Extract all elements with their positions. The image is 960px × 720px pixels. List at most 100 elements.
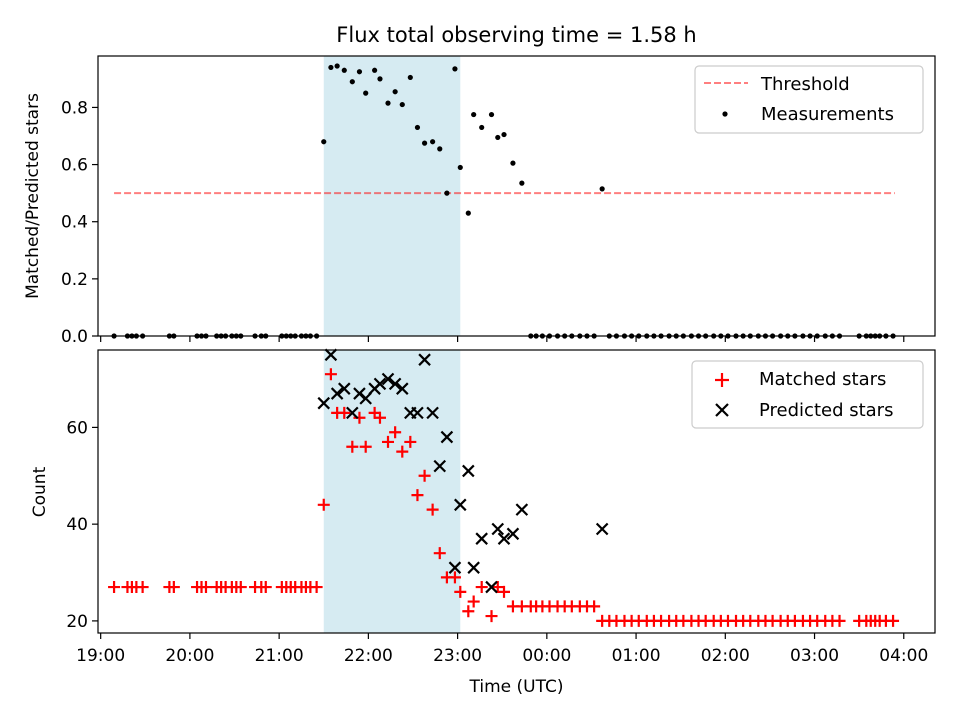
measurement-point <box>377 76 383 82</box>
bottom-legend: Matched stars Predicted stars <box>691 360 924 429</box>
measurement-point <box>510 160 516 166</box>
matched-star-point <box>491 581 504 594</box>
measurement-point <box>349 79 355 85</box>
bottom-y-tick-label: 40 <box>66 515 88 535</box>
predicted-star-point <box>433 459 447 473</box>
bottom-y-tick-label: 20 <box>66 612 88 632</box>
predicted-star-point <box>491 522 505 536</box>
top-y-axis-label: Matched/Predicted stars <box>23 93 43 299</box>
x-tick-label: 20:00 <box>165 646 214 666</box>
measurement-point <box>372 67 378 73</box>
predicted-star-point <box>448 561 462 574</box>
predicted-star-point <box>418 353 431 366</box>
matched-star-point <box>485 610 498 623</box>
measurement-point <box>356 69 363 75</box>
measurement-point <box>321 139 327 145</box>
measurement-point <box>457 164 463 171</box>
measurement-point <box>399 101 405 108</box>
top-x-ticks <box>100 336 905 342</box>
matched-star-point <box>234 581 247 594</box>
bottom-panel: 20 40 60 19:00 20:00 21:00 22:00 23:00 00:00 01:… <box>30 348 936 697</box>
top-legend: Threshold Measurements <box>694 65 924 134</box>
matched-star-point <box>498 585 511 598</box>
bottom-axes-frame <box>97 349 936 634</box>
predicted-star-point <box>595 522 609 536</box>
measurement-point <box>328 64 334 71</box>
measurement-point <box>519 180 525 186</box>
legend-predicted-swatch <box>715 403 729 417</box>
predicted-star-point <box>346 406 359 420</box>
measurement-point <box>430 139 436 145</box>
matched-star-point <box>404 435 417 448</box>
x-axis-label: Time (UTC) <box>469 677 564 697</box>
bottom-y-ticks: 20 40 60 <box>66 418 98 632</box>
x-tick-label: 04:00 <box>879 646 928 666</box>
matched-star-point <box>199 581 212 594</box>
measurement-point <box>385 100 391 106</box>
measurement-point <box>341 67 347 73</box>
legend-predicted-label: Predicted stars <box>759 400 893 421</box>
top-y-tick-label: 0.0 <box>61 327 88 347</box>
matched-star-point <box>338 406 351 419</box>
predicted-star-point <box>373 377 387 391</box>
measurement-point <box>471 111 477 118</box>
measurement-points <box>111 63 896 339</box>
matched-star-point <box>359 440 372 453</box>
predicted-star-point <box>396 382 409 395</box>
predicted-star-point <box>475 532 488 545</box>
matched-star-point <box>324 368 337 381</box>
x-tick-label: 22:00 <box>344 646 393 666</box>
measurement-point <box>334 63 340 69</box>
top-panel: 0.00.20.40.60.8 Matched/Predicted stars … <box>23 55 936 347</box>
matched-star-point <box>418 469 431 482</box>
matched-star-point <box>588 600 601 613</box>
predicted-star-point <box>506 527 520 541</box>
predicted-star-point <box>324 348 338 362</box>
measurement-point <box>392 89 398 95</box>
x-tick-label: 03:00 <box>790 646 839 666</box>
predicted-star-point <box>317 396 331 410</box>
predicted-star-point <box>462 464 475 478</box>
measurement-point <box>599 186 605 192</box>
matched-star-point <box>136 581 149 594</box>
top-y-tick-label: 0.4 <box>61 213 88 233</box>
measurement-point <box>363 90 369 96</box>
matched-star-point <box>108 581 121 594</box>
top-y-ticks: 0.0 0.2 0.4 0.6 0.8 <box>61 98 98 347</box>
x-tick-label: 00:00 <box>522 646 571 666</box>
matched-star-point <box>373 411 386 424</box>
x-tick-label: 21:00 <box>255 646 304 666</box>
matched-star-point <box>259 581 272 594</box>
matched-star-point <box>317 498 330 511</box>
top-axes-frame <box>97 55 936 337</box>
matched-star-point <box>454 585 467 598</box>
matched-star-point <box>310 581 323 594</box>
matched-star-point <box>475 581 488 594</box>
predicted-star-point <box>440 430 454 444</box>
matched-stars-points <box>108 368 900 627</box>
matched-star-point <box>467 595 480 608</box>
legend-threshold-label: Threshold <box>760 74 850 95</box>
predicted-star-point <box>454 498 467 512</box>
top-observing-span <box>323 56 461 336</box>
predicted-star-point <box>467 561 480 574</box>
legend-matched-label: Matched stars <box>759 369 886 390</box>
matched-star-point <box>389 426 402 439</box>
top-y-tick-label: 0.8 <box>61 98 88 118</box>
x-tick-label: 23:00 <box>433 646 482 666</box>
matched-star-point <box>396 445 409 458</box>
predicted-star-point <box>515 503 529 516</box>
x-tick-label: 02:00 <box>701 646 750 666</box>
predicted-star-point <box>359 392 372 405</box>
bottom-y-tick-label: 60 <box>66 418 88 438</box>
measurement-point <box>495 134 501 141</box>
predicted-star-point <box>411 406 424 420</box>
matched-star-point <box>346 440 359 453</box>
top-y-tick-label: 0.2 <box>61 270 88 290</box>
legend-measurements-swatch <box>722 111 728 117</box>
matched-star-point <box>167 581 180 594</box>
matched-star-point <box>353 411 366 424</box>
bottom-x-ticks: 19:00 20:00 21:00 22:00 23:00 00:00 01:00 02:00… <box>76 633 928 666</box>
measurement-point <box>452 66 458 72</box>
